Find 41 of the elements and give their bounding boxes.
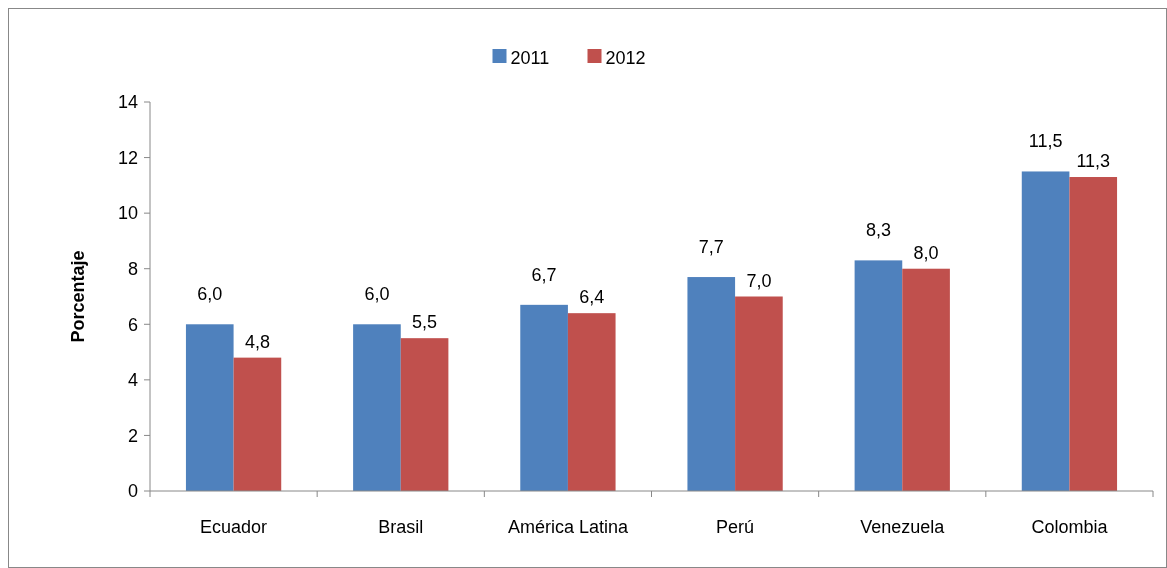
bar	[687, 277, 736, 491]
y-axis-title: Porcentaje	[68, 250, 88, 343]
data-label: 7,7	[698, 237, 724, 258]
x-tick-label: Perú	[716, 517, 755, 537]
data-label: 7,0	[746, 270, 772, 291]
bar	[353, 324, 401, 491]
y-tick-label: 14	[117, 92, 138, 113]
data-label: 11,3	[1076, 151, 1111, 172]
y-tick-label: 6	[127, 314, 138, 335]
data-label: 6,4	[579, 287, 605, 308]
x-tick-label: Ecuador	[200, 517, 268, 537]
data-label: 8,3	[865, 220, 891, 241]
y-tick-label: 12	[117, 147, 138, 168]
bar	[567, 313, 616, 491]
x-tick-label: Brasil	[378, 517, 424, 537]
x-tick-label: Venezuela	[860, 517, 946, 537]
bar	[520, 304, 568, 491]
data-label: 6,0	[197, 284, 223, 305]
bar	[902, 268, 950, 491]
y-tick-label: 4	[127, 370, 138, 391]
data-label: 6,0	[364, 284, 390, 305]
x-tick-label: Colombia	[1031, 517, 1109, 537]
y-tick-label: 10	[117, 203, 138, 224]
x-tick-label: América Latina	[507, 517, 629, 537]
bar	[233, 357, 282, 491]
bar	[400, 338, 449, 491]
legend-label: 2012	[605, 48, 646, 69]
y-tick-label: 8	[127, 259, 138, 280]
bar	[854, 260, 903, 491]
data-label: 11,5	[1028, 131, 1063, 152]
bar	[185, 324, 234, 491]
legend-label: 2011	[510, 48, 550, 69]
bar	[1069, 177, 1118, 491]
data-label: 8,0	[913, 242, 939, 263]
data-label: 6,7	[531, 264, 557, 285]
data-label: 5,5	[412, 312, 438, 333]
bar	[735, 296, 783, 491]
y-tick-label: 2	[127, 425, 138, 446]
data-label: 4,8	[244, 331, 270, 352]
y-tick-label: 0	[127, 481, 138, 502]
bar	[1021, 171, 1070, 491]
